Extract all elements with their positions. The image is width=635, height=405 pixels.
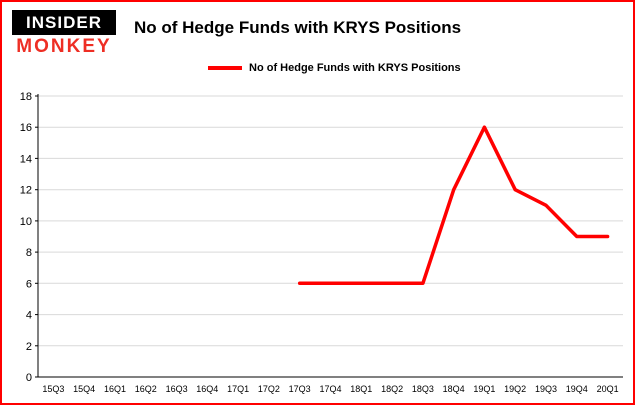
y-tick-label: 16 — [20, 122, 32, 134]
y-tick-label: 18 — [20, 91, 32, 103]
x-tick-label: 17Q2 — [258, 384, 280, 394]
legend-label: No of Hedge Funds with KRYS Positions — [249, 62, 461, 74]
y-tick-label: 10 — [20, 216, 32, 228]
page-title: No of Hedge Funds with KRYS Positions — [134, 18, 462, 37]
x-tick-label: 18Q3 — [412, 384, 434, 394]
hedge-funds-line-chart: 0 2 4 6 8 10 12 14 16 18 15Q3 15Q4 16Q1 16Q2 16Q3 16Q4 1… — [20, 91, 623, 394]
x-tick-label: 16Q1 — [104, 384, 126, 394]
legend: No of Hedge Funds with KRYS Positions — [208, 62, 461, 74]
x-tick-label: 19Q3 — [535, 384, 557, 394]
x-tick-label: 18Q2 — [381, 384, 403, 394]
x-tick-label: 19Q1 — [473, 384, 495, 394]
x-tick-label: 16Q4 — [196, 384, 218, 394]
y-tick-label: 14 — [20, 153, 32, 165]
y-tick-label: 8 — [26, 247, 32, 259]
x-tick-label: 19Q2 — [504, 384, 526, 394]
y-tick-label: 12 — [20, 185, 32, 197]
x-tick-label: 15Q3 — [42, 384, 64, 394]
series-line — [297, 125, 610, 286]
y-tick-label: 2 — [26, 341, 32, 353]
y-tick-label: 6 — [26, 278, 32, 290]
x-tick-label: 18Q1 — [350, 384, 372, 394]
x-tick-label: 17Q1 — [227, 384, 249, 394]
chart-area: 0 2 4 6 8 10 12 14 16 18 15Q3 15Q4 16Q1 16Q2 16Q3 16Q4 1… — [2, 88, 633, 403]
logo-insider-text: INSIDER — [12, 10, 116, 35]
legend-line-icon — [208, 66, 242, 70]
x-tick-label: 17Q4 — [319, 384, 341, 394]
x-tick-label: 16Q2 — [135, 384, 157, 394]
y-tick-label: 4 — [26, 310, 32, 322]
y-tick-label: 0 — [26, 372, 32, 384]
insider-monkey-logo: INSIDER MONKEY — [12, 10, 116, 58]
x-tick-label: 19Q4 — [566, 384, 588, 394]
logo-monkey-text: MONKEY — [16, 36, 112, 57]
x-tick-label: 15Q4 — [73, 384, 95, 394]
x-tick-label: 18Q4 — [443, 384, 465, 394]
header: INSIDER MONKEY No of Hedge Funds with KR… — [12, 10, 625, 90]
x-tick-label: 16Q3 — [166, 384, 188, 394]
x-tick-label: 17Q3 — [289, 384, 311, 394]
x-tick-label: 20Q1 — [597, 384, 619, 394]
